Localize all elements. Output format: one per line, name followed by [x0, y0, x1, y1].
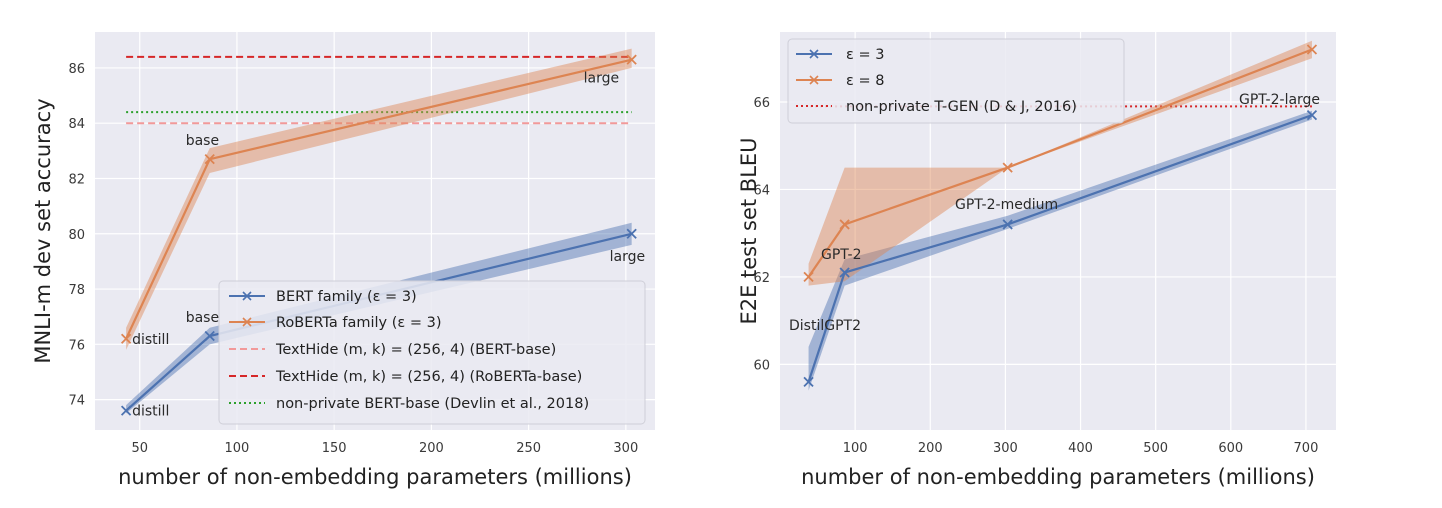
mnli-point-label-blue-large: large	[610, 249, 645, 265]
legend-entry-nonprivate-bert: non-private BERT-base (Devlin et al., 20…	[229, 396, 589, 412]
mnli-gridlines	[95, 32, 655, 430]
mnli-confidence-bands	[126, 48, 632, 414]
e2e-y-axis-label: E2E test set BLEU	[737, 137, 761, 324]
mnli-x-tick-200: 200	[419, 441, 444, 456]
mnli-point-label-blue-base: base	[186, 310, 219, 326]
legend-label-eps8: ε = 8	[846, 73, 884, 89]
e2e-y-tick-64: 64	[753, 183, 770, 198]
legend-label-roberta: RoBERTa family (ε = 3)	[276, 315, 441, 331]
e2e-marker-blue-1	[839, 267, 850, 278]
legend-entry-texthide-roberta: TextHide (m, k) = (256, 4) (RoBERTa-base…	[229, 369, 582, 385]
e2e-x-tick-300: 300	[993, 441, 1018, 456]
mnli-marker-blue-2	[626, 228, 637, 239]
legend-entry-eps8: ε = 8	[796, 73, 884, 89]
legend-entry-bert: BERT family (ε = 3)	[229, 289, 417, 305]
e2e-point-label-distilgpt2: DistilGPT2	[789, 318, 861, 334]
mnli-marker-blue-0	[120, 405, 132, 416]
e2e-line-blue	[807, 114, 1313, 383]
mnli-marker-orange-2	[626, 54, 637, 65]
e2e-x-tick-400: 400	[1068, 441, 1093, 456]
legend-entry-roberta: RoBERTa family (ε = 3)	[229, 315, 441, 331]
mnli-x-tick-150: 150	[322, 441, 347, 456]
e2e-marker-orange-0	[803, 271, 814, 283]
legend-marker-eps3	[809, 49, 819, 59]
mnli-y-tick-82: 82	[68, 172, 85, 187]
e2e-point-label-gpt2: GPT-2	[821, 247, 862, 263]
legend-label-bert: BERT family (ε = 3)	[276, 289, 417, 305]
e2e-marker-blue-2	[1002, 219, 1013, 230]
mnli-y-tick-80: 80	[68, 228, 85, 243]
mnli-x-tick-50: 50	[131, 441, 148, 456]
mnli-legend: BERT family (ε = 3) RoBERTa family (ε = …	[218, 280, 646, 425]
e2e-y-tick-66: 66	[753, 96, 770, 111]
e2e-x-tick-700: 700	[1294, 441, 1319, 456]
e2e-chart: 100 200 300 400 500 600 700 60 62 64 66 DistilGPT…	[737, 32, 1336, 489]
legend-marker-eps8	[809, 75, 819, 85]
e2e-marker-orange-3	[1306, 44, 1318, 55]
mnli-y-tick-86: 86	[68, 62, 85, 77]
e2e-x-tick-100: 100	[843, 441, 868, 456]
e2e-marker-orange-1	[839, 219, 850, 230]
e2e-y-tick-62: 62	[753, 271, 770, 286]
e2e-band-blue	[808, 110, 1312, 391]
mnli-point-label-orange-large: large	[584, 71, 619, 87]
legend-label-tgen: non-private T-GEN (D & J, 2016)	[846, 99, 1077, 115]
legend-marker-roberta	[242, 317, 252, 327]
mnli-legend-box	[218, 280, 646, 425]
legend-entry-eps3: ε = 3	[796, 47, 884, 63]
e2e-point-label-gpt2-medium: GPT-2-medium	[955, 197, 1058, 213]
mnli-point-label-blue-distill: distill	[132, 404, 169, 420]
e2e-band-orange	[808, 40, 1312, 286]
e2e-marker-orange-2	[1002, 162, 1013, 173]
mnli-x-tick-300: 300	[613, 441, 638, 456]
e2e-x-tick-600: 600	[1218, 441, 1243, 456]
e2e-series-lines	[807, 48, 1313, 383]
legend-label-texthide-roberta: TextHide (m, k) = (256, 4) (RoBERTa-base…	[275, 369, 582, 385]
mnli-x-tick-250: 250	[516, 441, 541, 456]
mnli-point-label-orange-base: base	[186, 133, 219, 149]
e2e-marker-blue-3	[1306, 109, 1318, 121]
mnli-point-labels: distill base large distill base large	[132, 71, 645, 420]
e2e-x-tick-labels: 100 200 300 400 500 600 700	[843, 441, 1319, 456]
mnli-y-axis-label: MNLI-m dev set accuracy	[31, 98, 55, 363]
mnli-x-tick-100: 100	[225, 441, 250, 456]
e2e-x-tick-200: 200	[918, 441, 943, 456]
mnli-reference-lines	[126, 55, 632, 125]
legend-marker-bert	[242, 291, 252, 301]
legend-entry-texthide-bert: TextHide (m, k) = (256, 4) (BERT-base)	[229, 342, 556, 358]
mnli-marker-orange-1	[204, 154, 215, 165]
mnli-y-tick-76: 76	[68, 338, 85, 353]
e2e-marker-blue-0	[803, 376, 814, 388]
e2e-legend-box	[787, 38, 1125, 124]
legend-entry-tgen: non-private T-GEN (D & J, 2016)	[796, 99, 1077, 115]
mnli-y-tick-84: 84	[68, 117, 85, 132]
legend-label-nonprivate-bert: non-private BERT-base (Devlin et al., 20…	[276, 396, 589, 412]
mnli-marker-blue-1	[204, 330, 215, 342]
e2e-x-tick-500: 500	[1143, 441, 1168, 456]
e2e-y-tick-labels: 60 62 64 66	[753, 96, 770, 373]
mnli-y-tick-78: 78	[68, 283, 85, 298]
mnli-y-tick-labels: 74 76 78 80 82 84 86	[68, 62, 85, 409]
e2e-y-tick-60: 60	[753, 358, 770, 373]
e2e-x-axis-label: number of non-embedding parameters (mill…	[801, 465, 1315, 489]
mnli-band-blue	[126, 222, 632, 414]
legend-label-eps3: ε = 3	[846, 47, 884, 63]
e2e-point-label-gpt2-large: GPT-2-large	[1239, 92, 1320, 108]
e2e-legend: ε = 3 ε = 8 non-private T-GEN (D & J, 20…	[787, 38, 1125, 124]
mnli-marker-orange-0	[120, 333, 132, 344]
mnli-chart: distill base large distill base large 50 100 15…	[31, 32, 655, 489]
mnli-y-tick-74: 74	[68, 394, 85, 409]
mnli-series-markers	[120, 54, 637, 416]
e2e-confidence-bands	[808, 40, 1312, 391]
mnli-band-orange	[126, 48, 632, 350]
legend-label-texthide-bert: TextHide (m, k) = (256, 4) (BERT-base)	[275, 342, 556, 358]
mnli-point-label-orange-distill: distill	[132, 332, 169, 348]
e2e-line-orange	[807, 48, 1313, 278]
e2e-series-markers	[803, 44, 1318, 388]
mnli-x-axis-label: number of non-embedding parameters (mill…	[118, 465, 632, 489]
mnli-x-tick-labels: 50 100 150 200 250 300	[131, 441, 638, 456]
